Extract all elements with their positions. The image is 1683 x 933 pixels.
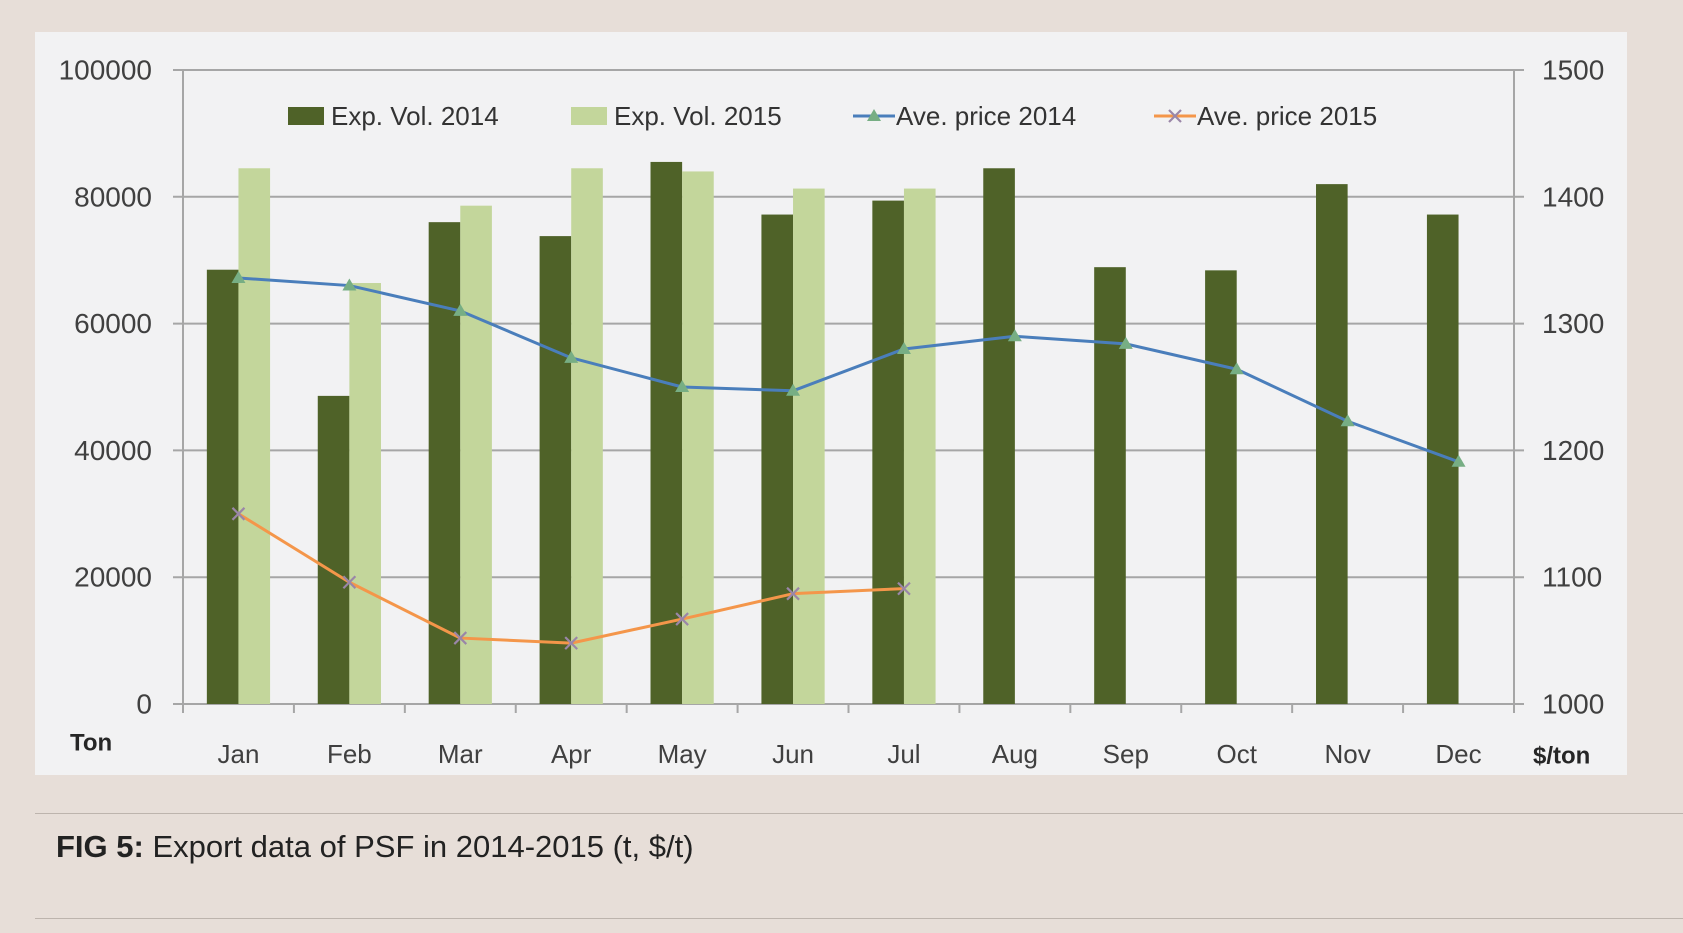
x-axis-label-sep: Sep	[1103, 739, 1149, 769]
exp-vol-2014-bar-sep	[1094, 267, 1126, 704]
left-axis-unit-label: Ton	[70, 730, 112, 757]
legend-label: Exp. Vol. 2014	[331, 101, 499, 131]
x-axis-label-jun: Jun	[772, 739, 814, 769]
ave-price-2015-point-jul	[897, 581, 911, 596]
exp-vol-2015-bar-mar	[460, 205, 492, 704]
exp-vol-2014-bar-oct	[1205, 270, 1237, 704]
ave-price-2015-point-feb	[342, 575, 357, 590]
x-axis-label-apr: Apr	[551, 739, 592, 769]
legend-swatch	[571, 107, 607, 125]
right-axis-unit-label: $/ton	[1533, 743, 1590, 770]
ave-price-2014-point-dec	[1451, 454, 1466, 467]
x-axis-label-nov: Nov	[1325, 739, 1371, 769]
exp-vol-2015-bar-jan	[238, 168, 271, 704]
x-axis-label-may: May	[658, 739, 707, 769]
x-axis-label-mar: Mar	[438, 739, 483, 769]
ave-price-2014-point-apr	[564, 350, 579, 363]
legend-item-exp-vol-2015: Exp. Vol. 2015	[571, 101, 782, 131]
legend-item-ave-price-2015: Ave. price 2015	[1154, 101, 1377, 131]
caption-top-rule	[35, 813, 1683, 814]
left-axis-tick-label: 20000	[74, 562, 152, 593]
x-axis-label-dec: Dec	[1435, 739, 1481, 769]
ave-price-2015-point-jun	[786, 586, 800, 601]
exp-vol-2014-bar-jul	[872, 200, 904, 704]
exp-vol-2014-bar-aug	[983, 168, 1015, 704]
caption-bottom-rule	[35, 918, 1683, 919]
legend-label: Exp. Vol. 2015	[614, 101, 782, 131]
left-axis-tick-label: 100000	[59, 55, 152, 86]
exp-vol-2014-bar-nov	[1316, 184, 1348, 704]
ave-price-2014-point-may	[675, 380, 690, 392]
ave-price-2015-point-mar	[453, 631, 468, 645]
ave-price-2015-point-jan	[231, 507, 246, 521]
ave-price-2015-point-apr	[564, 636, 578, 650]
ave-price-2014-point-jun	[786, 383, 801, 396]
figure-caption-label: FIG 5:	[56, 829, 144, 864]
left-axis-tick-label: 60000	[74, 308, 152, 339]
chart-legend: Exp. Vol. 2014 Exp. Vol. 2015 Ave. price 2…	[288, 101, 1377, 131]
x-axis-label-jan: Jan	[217, 739, 259, 769]
x-axis-label-feb: Feb	[327, 739, 372, 769]
figure-caption-text: Export data of PSF in 2014-2015 (t, $/t)	[152, 829, 694, 864]
exp-vol-2015-bar-jul	[903, 188, 936, 705]
legend-marker	[1168, 109, 1182, 123]
x-axis-label-aug: Aug	[992, 739, 1038, 769]
exp-vol-2015-bar-jun	[793, 188, 825, 705]
right-axis-tick-label: 1400	[1542, 181, 1604, 212]
ave-price-2014-point-feb	[342, 278, 357, 291]
ave-price-2015-point-may	[675, 612, 689, 626]
ave-price-2014-line	[238, 276, 1460, 464]
figure-caption: FIG 5: Export data of PSF in 2014-2015 (…	[56, 828, 694, 866]
right-axis-tick-label: 1300	[1542, 308, 1604, 339]
x-axis-label-jul: Jul	[887, 739, 920, 769]
exp-vol-2014-bar-jun	[761, 214, 794, 704]
ave-price-2014-point-oct	[1229, 362, 1244, 375]
ave-price-2014-point-jul	[896, 341, 911, 354]
right-axis-tick-label: 1200	[1542, 435, 1604, 466]
x-axis-label-oct: Oct	[1216, 739, 1257, 769]
ave-price-2014-point-aug	[1007, 329, 1022, 342]
exp-vol-2015-bar-feb	[349, 283, 381, 704]
legend-item-exp-vol-2014: Exp. Vol. 2014	[288, 101, 499, 131]
legend-label: Ave. price 2015	[1197, 101, 1377, 131]
ave-price-2014-point-mar	[453, 303, 468, 316]
left-axis-tick-label: 80000	[74, 181, 152, 212]
chart-panel	[35, 32, 1627, 775]
exp-vol-2014-bar-jan	[206, 269, 239, 704]
right-axis-tick-label: 1100	[1542, 562, 1602, 593]
right-axis-tick-label: 1500	[1542, 55, 1604, 86]
exp-vol-2015-bar-apr	[571, 168, 603, 704]
ave-price-2014-point-nov	[1340, 414, 1355, 427]
legend-label: Ave. price 2014	[896, 101, 1076, 131]
exp-vol-2014-bar-feb	[317, 395, 350, 704]
legend-marker	[867, 109, 881, 121]
left-axis-tick-label: 40000	[74, 435, 152, 466]
ave-price-2014-point-sep	[1118, 336, 1133, 349]
left-axis-tick-label: 0	[136, 689, 152, 720]
right-axis-tick-label: 1000	[1542, 689, 1604, 720]
ave-price-2014-point-jan	[231, 270, 246, 283]
legend-swatch	[288, 107, 324, 125]
exp-vol-2014-bar-apr	[539, 236, 572, 704]
legend-item-ave-price-2014: Ave. price 2014	[853, 101, 1076, 131]
